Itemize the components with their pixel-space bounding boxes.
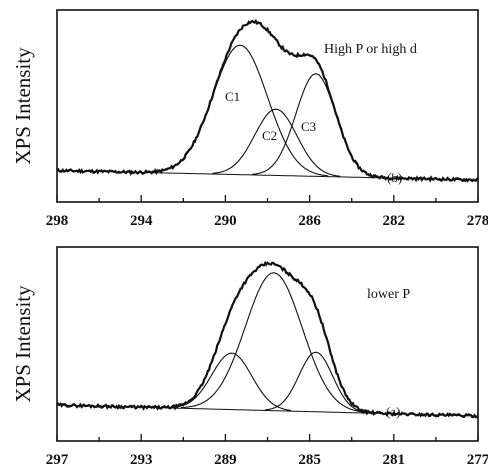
- component-peak-c1: [151, 44, 329, 177]
- peak-label-c1: C1: [225, 89, 240, 104]
- x-tick-label: 281: [383, 452, 406, 468]
- panel-a-ylabel: XPS Intensity: [11, 285, 35, 403]
- x-tick-label: 290: [214, 213, 237, 229]
- component-peak-1: [172, 352, 291, 411]
- panel-a: XPS Intensity lower P (a) 297 293 289 285 28…: [11, 246, 488, 468]
- x-tick-label: 289: [214, 452, 237, 468]
- x-tick-label: 285: [298, 452, 321, 468]
- panel-b: XPS Intensity High P or high d (b) C1 C2…: [11, 9, 488, 229]
- panel-b-x-axis: 298 294 290 286 282 278: [46, 195, 488, 229]
- panel-a-x-axis: 297 293 289 285 281 277: [46, 434, 488, 468]
- component-peak-2: [180, 272, 367, 414]
- x-tick-label: 297: [46, 452, 69, 468]
- peak-label-c2: C2: [262, 128, 277, 143]
- measured-envelope: [56, 18, 479, 183]
- panel-a-title: lower P: [367, 287, 410, 302]
- panel-a-curves: [56, 260, 479, 419]
- panel-b-title: High P or high d: [324, 42, 417, 57]
- component-peak-3: [265, 351, 366, 413]
- panel-b-ylabel: XPS Intensity: [11, 47, 35, 165]
- x-tick-label: 282: [383, 213, 406, 229]
- x-tick-label: 286: [298, 213, 321, 229]
- x-tick-label: 277: [467, 452, 488, 468]
- x-tick-label: 298: [46, 213, 69, 229]
- x-tick-label: 293: [130, 452, 153, 468]
- panel-b-curves: [56, 18, 479, 183]
- component-peak-c2: [212, 108, 341, 177]
- peak-label-c3: C3: [301, 119, 316, 134]
- panel-a-label: (a): [386, 404, 400, 419]
- x-tick-label: 294: [130, 213, 153, 229]
- x-tick-label: 278: [467, 213, 488, 229]
- measured-envelope: [56, 260, 479, 419]
